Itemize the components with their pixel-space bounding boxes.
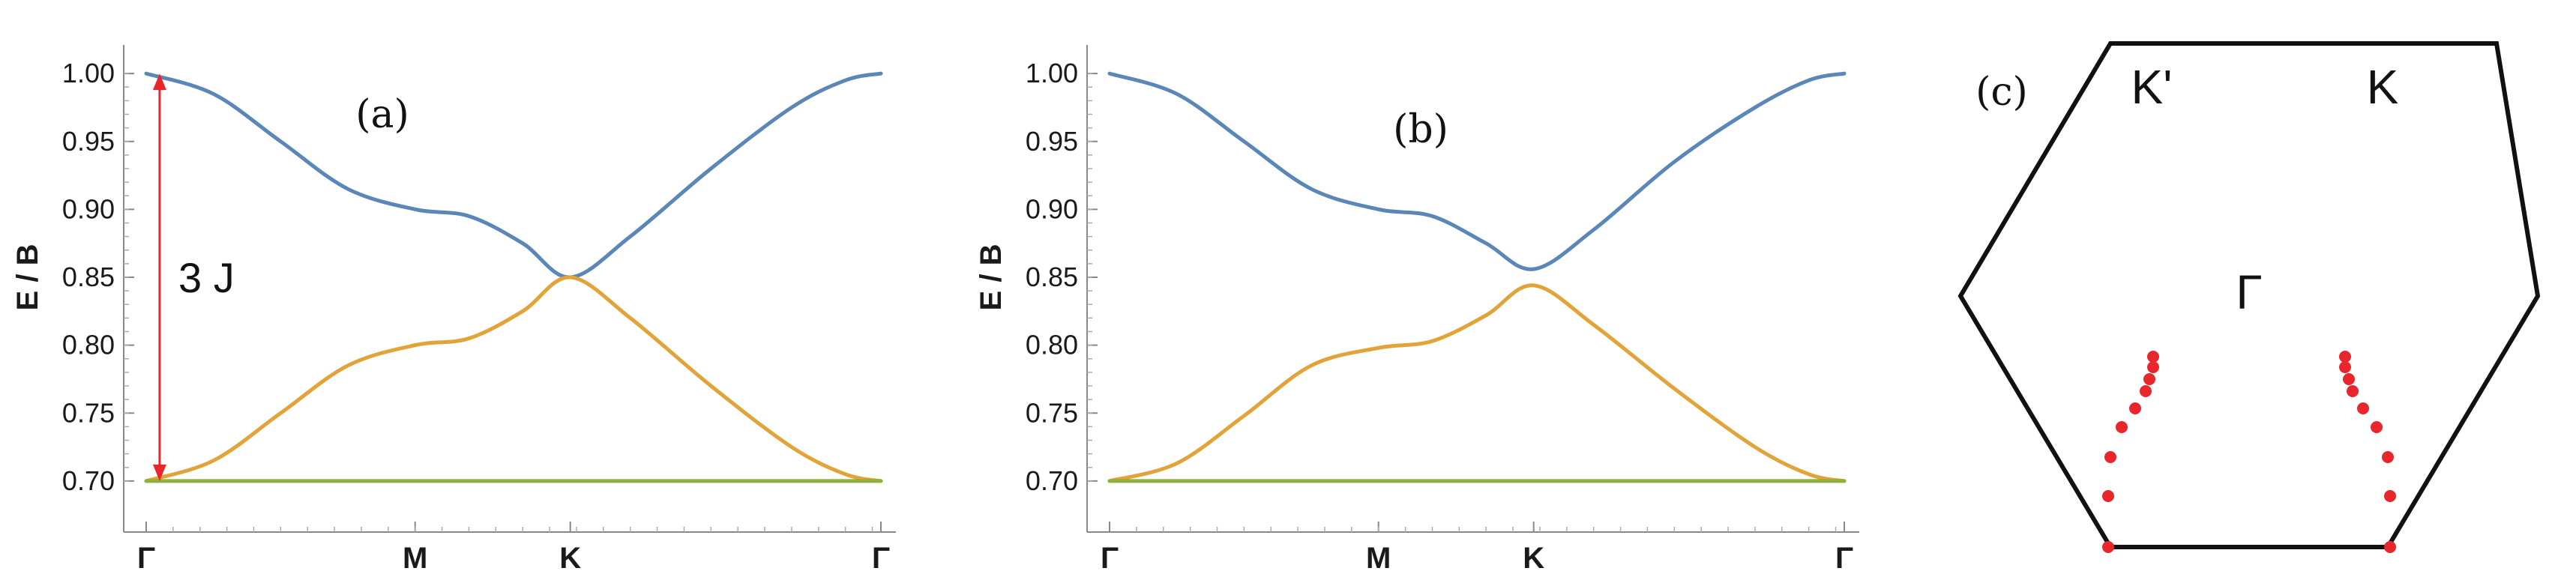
zero-mode-dot — [2147, 361, 2159, 373]
arrow-head-top — [152, 73, 166, 91]
y-tick-label: 0.75 — [62, 397, 115, 428]
x-tick-label: Γ — [137, 542, 155, 575]
y-axis-label: E / B — [975, 244, 1008, 311]
zero-mode-dot — [2143, 373, 2155, 385]
zero-mode-dot — [2129, 402, 2141, 414]
y-tick-label: 0.75 — [1026, 397, 1078, 428]
y-tick-label: 0.85 — [62, 262, 115, 292]
x-tick-label: M — [403, 542, 427, 575]
y-tick-label: 1.00 — [62, 58, 115, 88]
k-label: K — [2367, 60, 2399, 114]
x-tick-label: Γ — [1835, 542, 1853, 575]
zero-mode-dot — [2339, 351, 2351, 363]
zero-mode-dot — [2339, 361, 2351, 373]
zero-mode-dot — [2347, 385, 2359, 397]
y-axis-label: E / B — [11, 244, 44, 311]
zero-mode-dot — [2384, 490, 2396, 502]
zero-mode-dot — [2147, 351, 2159, 363]
y-tick-label: 0.90 — [1026, 193, 1078, 224]
y-tick-label: 0.70 — [1026, 465, 1078, 496]
energy-gap-annotation: 3 J — [178, 254, 235, 301]
zero-mode-dot — [2102, 490, 2114, 502]
panel-label: (a) — [355, 92, 409, 137]
zero-mode-dot — [2357, 402, 2369, 414]
x-tick-label: K — [1523, 542, 1544, 575]
y-tick-label: 0.80 — [1026, 330, 1078, 360]
arrow-head-bottom — [152, 464, 166, 481]
x-tick-label: K — [559, 542, 581, 575]
series-line-2 — [1107, 283, 1847, 483]
series-line-1 — [1107, 71, 1847, 271]
series-line-2 — [144, 275, 883, 483]
band-structure-panel-b: 0.70 0.75 0.80 0.85 0.90 0.95 1.00 Γ M K Γ E / B (b) — [975, 45, 1859, 575]
panel-label: (c) — [1975, 70, 2028, 115]
y-tick-label: 0.90 — [62, 193, 115, 224]
zero-mode-dot — [2384, 541, 2396, 553]
x-tick-label: Γ — [872, 542, 890, 575]
y-tick-label: 0.95 — [1026, 126, 1078, 157]
x-tick-label: Γ — [1101, 542, 1119, 575]
band-structure-panel-a: 0.70 0.75 0.80 0.85 0.90 0.95 1.00 Γ M K Γ E / B (a)… — [11, 45, 896, 575]
brillouin-zone-panel-c: (c) K' K Γ — [1957, 41, 2541, 553]
y-tick-label: 0.95 — [62, 126, 115, 157]
k-prime-label: K' — [2131, 60, 2173, 114]
zero-mode-dot — [2102, 541, 2114, 553]
series-line-1 — [144, 71, 883, 280]
zero-mode-dot — [2343, 373, 2355, 385]
x-tick-label: M — [1366, 542, 1391, 575]
gamma-label: Γ — [2236, 265, 2262, 319]
zero-mode-dot — [2104, 451, 2116, 463]
zero-mode-dot — [2116, 421, 2128, 433]
y-tick-label: 1.00 — [1026, 58, 1078, 88]
y-tick-label: 0.70 — [62, 465, 115, 496]
y-tick-label: 0.85 — [1026, 262, 1078, 292]
y-tick-label: 0.80 — [62, 330, 115, 360]
zero-mode-dot — [2382, 451, 2394, 463]
zero-mode-dot — [2371, 421, 2383, 433]
zero-mode-dot — [2140, 385, 2152, 397]
panel-label: (b) — [1393, 107, 1448, 152]
